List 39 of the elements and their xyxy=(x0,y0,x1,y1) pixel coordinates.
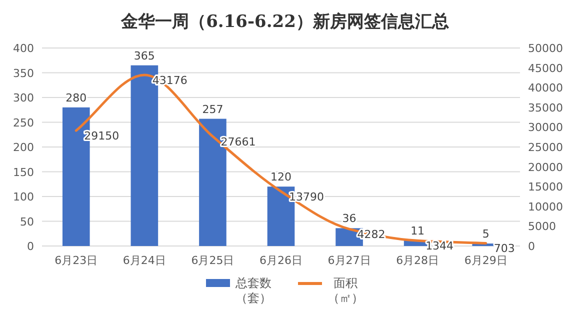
legend-label: 总套数（套） xyxy=(234,276,273,306)
x-tick-label: 6月27日 xyxy=(328,254,371,267)
y-tick-label: 100 xyxy=(13,190,34,204)
data-label: 703 xyxy=(494,242,515,256)
x-tick-label: 6月26日 xyxy=(260,254,302,267)
y-tick-label: 200 xyxy=(13,141,34,154)
data-label: 5 xyxy=(482,228,490,241)
y2-tick-label: 45000 xyxy=(528,62,563,75)
y2-tick-label: 0 xyxy=(528,240,535,253)
y2-tick-label: 5000 xyxy=(528,220,556,234)
y-tick-label: 400 xyxy=(13,42,34,55)
y-tick-label: 300 xyxy=(13,92,34,104)
y2-tick-label: 50000 xyxy=(528,42,563,55)
x-tick-label: 6月23日 xyxy=(54,254,98,267)
data-label: 280 xyxy=(66,91,87,104)
y-tick-label: 150 xyxy=(13,166,34,179)
legend-label: 面积（㎡） xyxy=(326,276,364,306)
y2-tick-label: 25000 xyxy=(528,141,563,154)
y2-tick-label: 35000 xyxy=(528,101,563,114)
y-tick-label: 350 xyxy=(13,66,34,80)
x-tick-label: 6月29日 xyxy=(464,254,508,267)
x-tick-label: 6月24日 xyxy=(122,254,166,267)
chart-title: 金华一周（6.16-6.22）新房网签信息汇总 xyxy=(120,12,449,32)
data-label: 120 xyxy=(270,170,292,184)
y-tick-label: 50 xyxy=(20,215,34,228)
y2-tick-label: 10000 xyxy=(528,200,563,214)
y2-tick-label: 20000 xyxy=(528,160,563,174)
y2-tick-label: 40000 xyxy=(528,82,563,95)
y-tick-label: 250 xyxy=(13,116,34,130)
y-tick-label: 0 xyxy=(27,240,34,253)
data-label: 365 xyxy=(134,49,155,62)
y2-tick-label: 30000 xyxy=(528,121,563,134)
data-label: 11 xyxy=(410,224,425,238)
y2-tick-label: 15000 xyxy=(528,180,563,194)
data-label: 1344 xyxy=(426,240,454,253)
data-label: 257 xyxy=(202,102,224,116)
x-tick-label: 6月25日 xyxy=(191,254,234,267)
x-tick-label: 6月28日 xyxy=(396,254,440,267)
data-label: 36 xyxy=(342,212,356,226)
